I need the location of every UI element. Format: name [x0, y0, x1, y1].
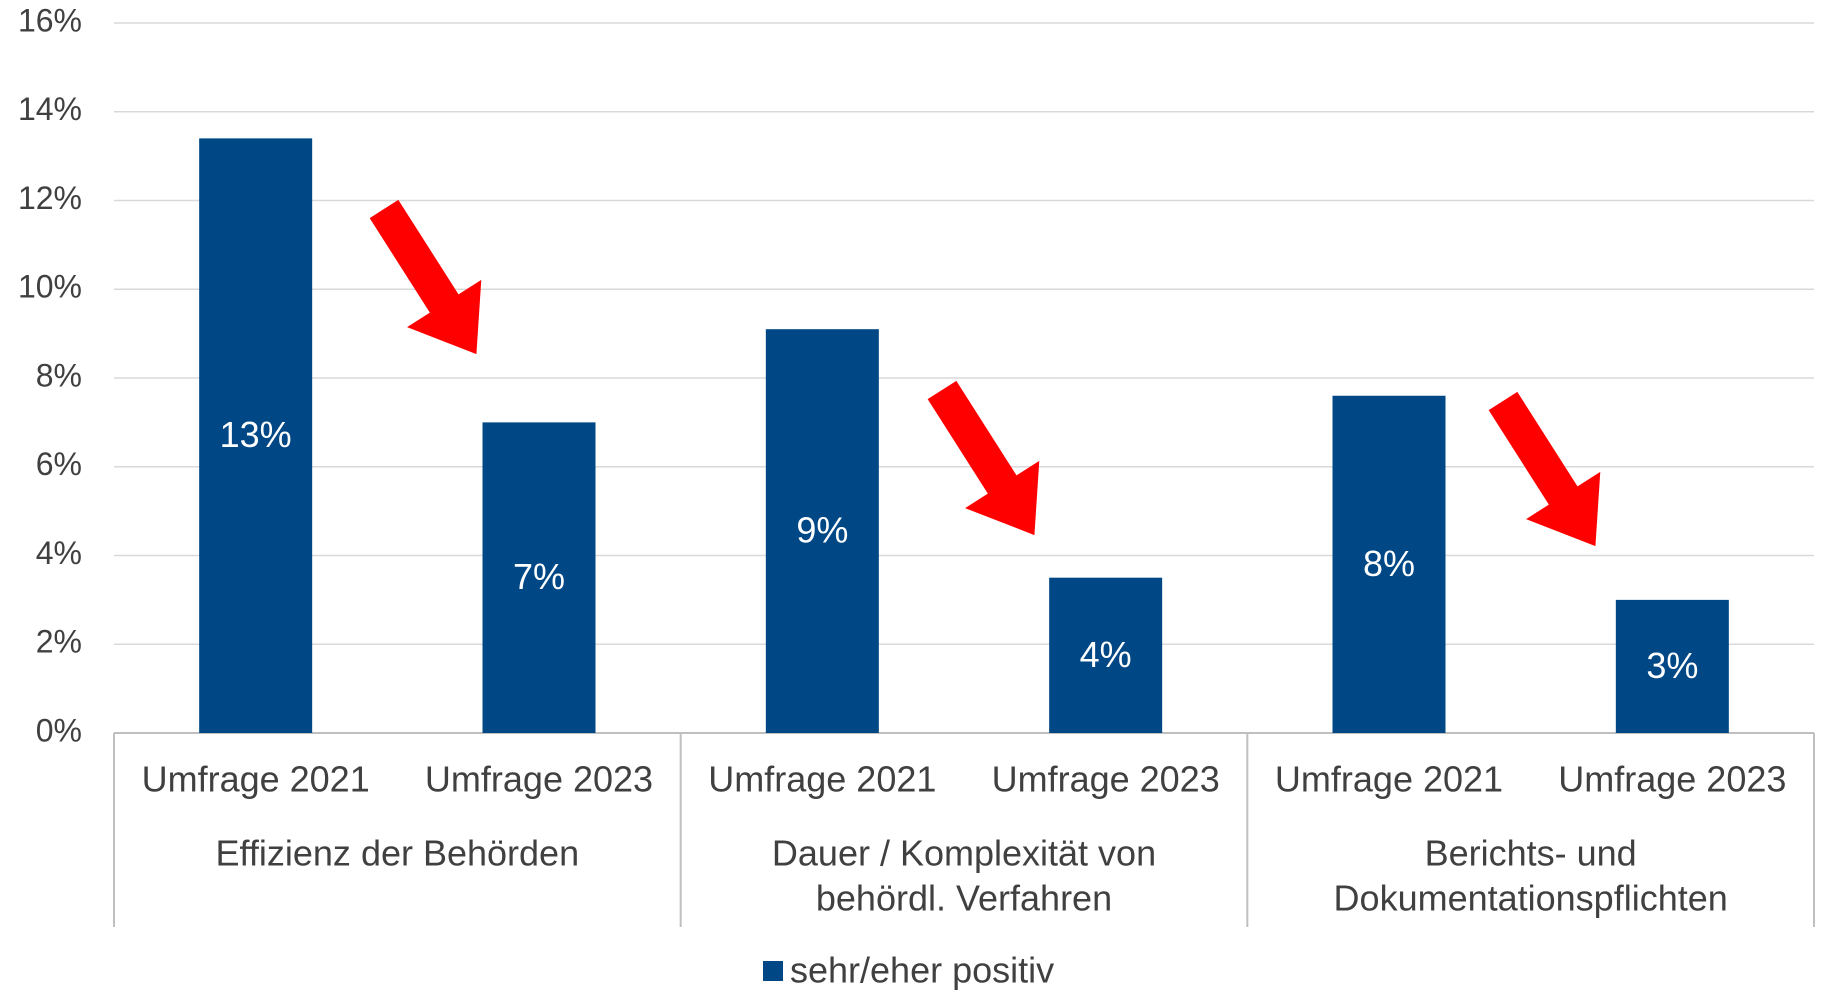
x-tick-label: Umfrage 2023 — [992, 759, 1220, 800]
x-tick-label: Umfrage 2021 — [708, 759, 936, 800]
x-tick-label: Umfrage 2023 — [425, 759, 653, 800]
bar — [1049, 577, 1163, 733]
value-label: 3% — [1646, 645, 1698, 686]
group-label: Berichts- und — [1425, 833, 1637, 874]
x-tick-label: Umfrage 2021 — [1275, 759, 1503, 800]
value-label: 9% — [796, 510, 848, 551]
y-tick-label: 16% — [18, 2, 82, 38]
value-label: 13% — [220, 414, 292, 455]
y-tick-label: 2% — [36, 624, 82, 660]
arrow — [927, 380, 1040, 536]
bar — [1615, 599, 1729, 733]
group-label: Effizienz der Behörden — [216, 833, 580, 874]
arrow — [369, 199, 482, 355]
value-label: 7% — [513, 556, 565, 597]
y-tick-label: 12% — [18, 180, 82, 216]
x-tick-label: Umfrage 2023 — [1558, 759, 1786, 800]
y-tick-label: 0% — [36, 712, 82, 748]
legend-swatch — [763, 961, 783, 981]
y-tick-label: 8% — [36, 357, 82, 393]
value-label: 8% — [1363, 543, 1415, 584]
arrow — [1488, 391, 1601, 547]
y-tick-label: 14% — [18, 91, 82, 127]
value-label: 4% — [1080, 634, 1132, 675]
bar — [1332, 395, 1446, 733]
group-label: Dokumentationspflichten — [1334, 878, 1728, 919]
group-label: Dauer / Komplexität von — [772, 833, 1156, 874]
y-tick-label: 4% — [36, 535, 82, 571]
y-tick-label: 10% — [18, 269, 82, 305]
bar — [482, 422, 596, 733]
x-tick-label: Umfrage 2021 — [142, 759, 370, 800]
bar — [765, 329, 879, 733]
bar — [199, 138, 313, 733]
legend-label: sehr/eher positiv — [790, 950, 1054, 991]
group-label: behördl. Verfahren — [816, 878, 1112, 919]
y-tick-label: 6% — [36, 446, 82, 482]
arrows — [369, 199, 1601, 547]
